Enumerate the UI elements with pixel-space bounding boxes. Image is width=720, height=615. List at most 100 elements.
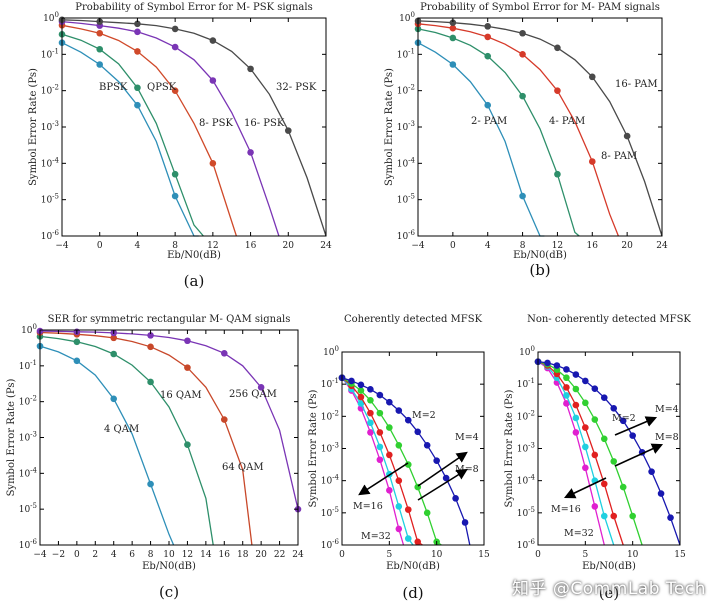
data-point-b-2-10: [588, 158, 596, 165]
x-tick-label-a-4: 12: [207, 241, 218, 251]
data-point-b-1-8: [554, 170, 561, 178]
data-point-b-1-6: [519, 92, 526, 100]
data-point-c-0-2: [73, 357, 81, 365]
y-tick-label-c-0: 100: [21, 323, 37, 336]
data-point-e-2-3: [563, 384, 570, 391]
x-axis-label-a: Eb/N0(dB): [167, 250, 221, 261]
y-tick-label-b-0: 100: [399, 11, 415, 24]
x-tick-label-e-3: 15: [674, 550, 686, 560]
data-point-d-2-5: [386, 451, 393, 459]
annotation-label-d-3: M=16: [353, 501, 383, 512]
data-point-e-4-12: [648, 468, 655, 475]
x-tick-label-b-5: 16: [587, 241, 599, 251]
chart-title-d: Coherently detected MFSK: [344, 314, 483, 325]
data-point-a-4-4: [134, 20, 141, 28]
x-tick-label-c-10: 16: [219, 550, 231, 560]
data-point-a-2-8: [209, 160, 217, 167]
data-point-d-4-4: [376, 391, 384, 399]
data-point-d-4-7: [404, 416, 412, 424]
series-line-b-0: [417, 42, 545, 237]
series-line-a-0: [61, 42, 199, 237]
y-tick-label-a-2: 10-2: [41, 84, 59, 97]
data-point-e-1-7: [600, 512, 608, 520]
data-point-c-3-8: [184, 337, 191, 345]
y-tick-label-e-5: 10-5: [517, 506, 535, 519]
chart-title-b: Probability of Symbol Error for M- PAM s…: [420, 2, 660, 13]
data-point-b-2-6: [519, 51, 526, 58]
annotation-label-d-1: M=4: [455, 432, 479, 443]
data-point-d-4-6: [395, 407, 403, 414]
x-axis-label-c: Eb/N0(dB): [142, 561, 196, 572]
data-point-a-1-4: [134, 84, 141, 92]
x-tick-label-c-1: −2: [52, 550, 65, 560]
series-line-c-1: [39, 335, 214, 546]
data-point-c-3-10: [220, 349, 228, 357]
series-line-a-1: [61, 33, 204, 237]
data-point-e-3-9: [619, 483, 627, 491]
panel-label-c: (c): [159, 583, 179, 601]
data-point-d-1-3: [367, 419, 374, 427]
y-tick-label-d-4: 10-4: [321, 474, 340, 487]
y-tick-label-a-1: 10-1: [41, 47, 59, 60]
x-tick-label-c-13: 22: [274, 550, 285, 560]
data-point-a-4-10: [247, 65, 254, 73]
x-tick-label-c-5: 6: [129, 550, 135, 560]
panel-label-e: (e): [599, 584, 620, 602]
y-tick-label-e-0: 100: [519, 345, 535, 358]
data-point-d-1-2: [357, 400, 365, 407]
data-point-d-4-5: [386, 398, 393, 406]
data-point-c-1-2: [73, 338, 81, 346]
data-point-a-4-12: [284, 127, 292, 134]
y-tick-label-d-5: 10-5: [321, 506, 339, 519]
series-line-e-2: [537, 360, 624, 546]
data-point-e-4-10: [629, 432, 636, 439]
data-point-e-4-14: [667, 514, 674, 521]
data-point-c-1-4: [110, 350, 118, 358]
x-tick-label-c-11: 18: [237, 550, 249, 560]
y-tick-label-e-1: 10-1: [517, 377, 535, 390]
data-point-a-0-4: [134, 101, 141, 109]
data-point-e-4-6: [591, 385, 599, 392]
x-axis-label-b: Eb/N0(dB): [513, 250, 567, 261]
data-point-d-0-6: [395, 525, 403, 533]
data-point-c-2-8: [184, 364, 191, 371]
x-tick-label-a-3: 8: [172, 241, 178, 251]
x-tick-label-b-3: 8: [520, 241, 526, 251]
series-label-a-0: BPSK: [99, 82, 128, 93]
annotation-label-e-2: M=8: [655, 432, 679, 443]
x-axis-label-e: Eb/N0(dB): [582, 561, 636, 572]
y-tick-label-c-1: 10-1: [19, 359, 37, 372]
series-line-c-3: [39, 330, 299, 510]
series-label-c-3: 256 QAM: [229, 389, 277, 400]
x-tick-label-e-0: 0: [535, 550, 541, 560]
series-line-b-3: [417, 20, 663, 237]
series-label-a-3: 16- PSK: [244, 118, 285, 129]
data-point-e-0-3: [563, 400, 570, 407]
x-tick-label-a-0: −4: [55, 241, 69, 251]
chart-d: Coherently detected MFSK 0 5 10 15 100 10-1 10-…: [308, 314, 490, 602]
series-label-b-0: 2- PAM: [471, 116, 507, 127]
x-tick-label-c-8: 12: [182, 550, 193, 560]
data-point-c-1-6: [147, 378, 154, 386]
y-tick-label-d-2: 10-2: [321, 409, 339, 422]
data-point-b-3-10: [588, 73, 596, 81]
data-point-e-1-3: [563, 392, 570, 399]
data-point-a-2-6: [171, 87, 179, 94]
panel-label-a: (a): [184, 272, 205, 290]
series-label-b-3: 16- PAM: [615, 79, 658, 90]
annotation-label-e-4: M=32: [564, 528, 594, 539]
y-tick-label-e-4: 10-4: [517, 474, 536, 487]
data-point-e-3-10: [629, 512, 636, 520]
data-point-b-3-2: [449, 19, 457, 27]
data-point-e-3-4: [572, 385, 580, 393]
x-tick-label-a-2: 4: [135, 241, 141, 251]
data-point-a-3-8: [209, 77, 217, 84]
y-tick-label-d-1: 10-1: [321, 377, 339, 390]
data-point-b-1-4: [484, 52, 492, 60]
data-point-d-3-5: [386, 424, 393, 431]
series-line-b-1: [417, 28, 580, 237]
series-line-d-0: [341, 377, 405, 546]
data-point-b-3-4: [484, 23, 492, 30]
data-point-e-2-6: [591, 451, 599, 459]
x-tick-label-c-12: 20: [255, 550, 267, 560]
